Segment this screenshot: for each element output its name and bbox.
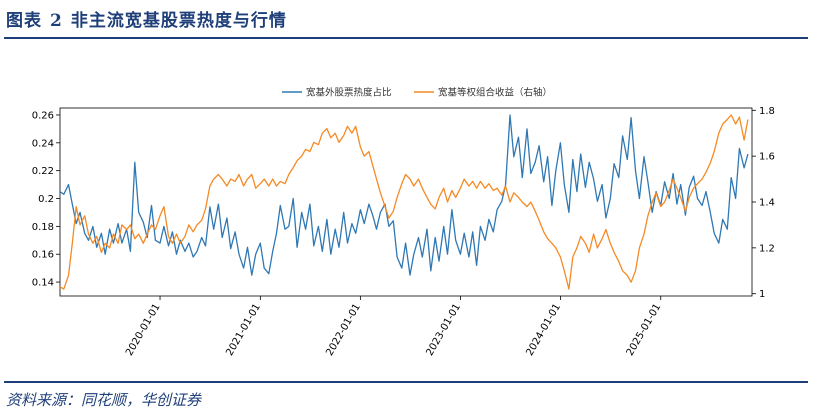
chart-axes: 0.14 0.16 0.18 0.2 0.22 0.24 0.26 1 1.2 1.4 1.6 1.8… <box>32 106 775 358</box>
y-left-tick-label: 0.14 <box>32 278 54 289</box>
y-left-tick-label: 0.16 <box>32 250 54 261</box>
x-tick-label: 2021-01-01 <box>224 302 263 358</box>
y-right-tick-label: 1.8 <box>759 106 775 117</box>
plot-frame <box>59 107 753 297</box>
series-line-return <box>59 114 749 290</box>
legend-label: 宽基等权组合收益（右轴） <box>438 87 552 99</box>
figure-title-text: 非主流宽基股票热度与行情 <box>70 11 287 31</box>
y-right-tick-label: 1.2 <box>759 243 775 254</box>
x-tick-label: 2020-01-01 <box>124 302 163 358</box>
line-chart: 宽基外股票热度占比 宽基等权组合收益（右轴） 0.14 0.16 0.18 0.2 0.2… <box>32 87 775 358</box>
figure-number: 2 <box>50 11 63 31</box>
legend-label: 宽基外股票热度占比 <box>306 87 392 99</box>
y-left-tick-label: 0.18 <box>32 222 54 233</box>
title-rule <box>4 37 808 39</box>
y-left-tick-label: 0.2 <box>38 194 54 205</box>
plot-area <box>59 114 749 290</box>
figure-label: 图表 <box>6 11 42 31</box>
y-right-tick-label: 1 <box>759 289 765 300</box>
source-note: 资料来源：同花顺，华创证券 <box>6 391 202 409</box>
series-line-heat <box>59 114 749 276</box>
y-left-tick-label: 0.26 <box>32 110 54 121</box>
y-right-tick-label: 1.6 <box>759 152 775 163</box>
x-tick-label: 2025-01-01 <box>625 302 664 358</box>
figure-title: 图表 2 非主流宽基股票热度与行情 <box>6 6 287 31</box>
chart-legend: 宽基外股票热度占比 宽基等权组合收益（右轴） <box>282 87 552 99</box>
source-rule <box>4 381 808 383</box>
x-tick-label: 2022-01-01 <box>324 302 363 358</box>
x-tick-label: 2024-01-01 <box>524 302 563 358</box>
y-left-tick-label: 0.22 <box>32 166 54 177</box>
y-right-tick-label: 1.4 <box>759 198 775 209</box>
y-left-tick-label: 0.24 <box>32 138 54 149</box>
x-tick-label: 2023-01-01 <box>424 302 463 358</box>
